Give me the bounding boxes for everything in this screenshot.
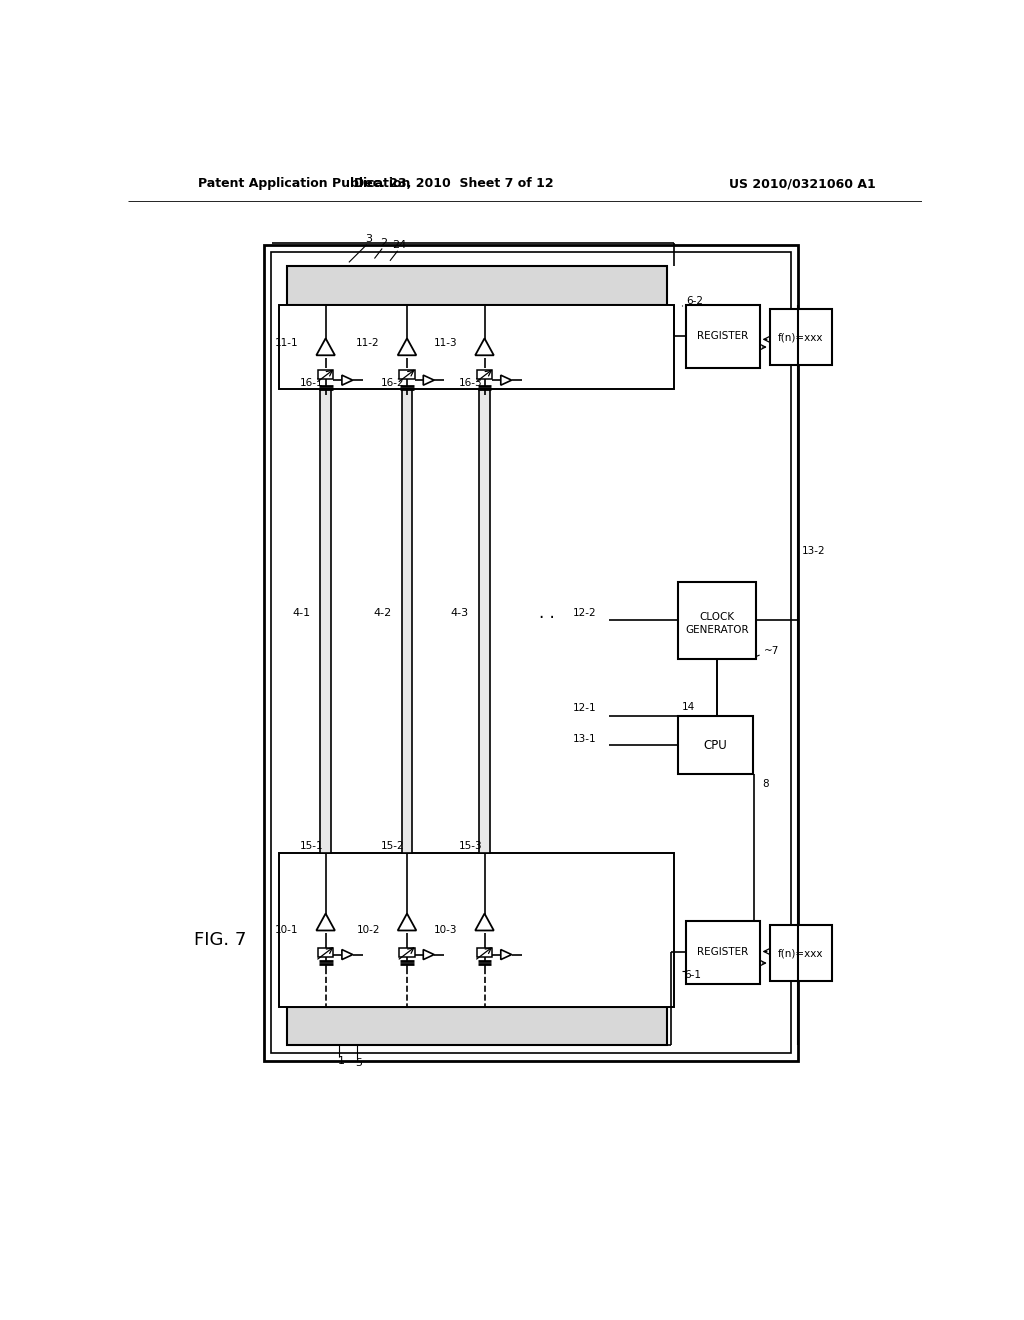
- Polygon shape: [423, 949, 434, 960]
- Text: 5: 5: [355, 1059, 362, 1068]
- Bar: [686, 921, 760, 983]
- Polygon shape: [475, 913, 494, 931]
- Text: 13-2: 13-2: [802, 546, 826, 556]
- Text: . .: . .: [539, 603, 554, 622]
- Text: 24: 24: [392, 240, 407, 251]
- Text: FIG. 7: FIG. 7: [194, 931, 246, 949]
- Text: 6-2: 6-2: [686, 296, 703, 306]
- Polygon shape: [316, 338, 335, 355]
- Bar: [479, 389, 489, 853]
- Text: Patent Application Publication: Patent Application Publication: [198, 177, 411, 190]
- Text: 10-2: 10-2: [356, 925, 380, 935]
- Text: 2: 2: [380, 238, 387, 248]
- Text: 4-2: 4-2: [374, 607, 391, 618]
- Bar: [399, 948, 415, 957]
- Polygon shape: [342, 949, 352, 960]
- Bar: [263, 244, 799, 1061]
- Text: 15-2: 15-2: [381, 841, 404, 851]
- Bar: [271, 252, 791, 1053]
- Text: REGISTER: REGISTER: [696, 331, 749, 342]
- Bar: [287, 267, 667, 305]
- Bar: [321, 389, 331, 853]
- Text: US 2010/0321060 A1: US 2010/0321060 A1: [729, 177, 876, 190]
- Text: 12-2: 12-2: [573, 607, 597, 618]
- Text: 10-3: 10-3: [434, 925, 458, 935]
- Text: ~7: ~7: [764, 647, 779, 656]
- Polygon shape: [397, 338, 417, 355]
- Bar: [280, 305, 675, 389]
- Text: 3: 3: [365, 234, 372, 244]
- Polygon shape: [475, 338, 494, 355]
- Text: 4-1: 4-1: [292, 607, 310, 618]
- Text: 11-2: 11-2: [356, 338, 380, 348]
- Text: Dec. 23, 2010  Sheet 7 of 12: Dec. 23, 2010 Sheet 7 of 12: [353, 177, 553, 190]
- Polygon shape: [316, 913, 335, 931]
- Text: 16-2: 16-2: [381, 378, 404, 388]
- Text: 12-1: 12-1: [573, 704, 597, 713]
- Text: 14: 14: [682, 702, 695, 711]
- Text: 11-1: 11-1: [274, 338, 299, 348]
- Text: CPU: CPU: [703, 739, 727, 751]
- Bar: [399, 370, 415, 379]
- Bar: [678, 582, 756, 659]
- Bar: [287, 1007, 667, 1045]
- Text: 15-3: 15-3: [459, 841, 482, 851]
- Text: f(n)=xxx: f(n)=xxx: [778, 948, 823, 958]
- Bar: [317, 370, 334, 379]
- Text: GENERATOR: GENERATOR: [685, 624, 749, 635]
- Text: 13-1: 13-1: [573, 734, 597, 744]
- Text: 16-3: 16-3: [459, 378, 482, 388]
- Text: CLOCK: CLOCK: [699, 612, 734, 622]
- Bar: [686, 305, 760, 368]
- Polygon shape: [501, 375, 512, 385]
- Bar: [317, 948, 334, 957]
- Polygon shape: [397, 913, 417, 931]
- Text: REGISTER: REGISTER: [696, 948, 749, 957]
- Text: 16-1: 16-1: [300, 378, 324, 388]
- Bar: [770, 925, 831, 981]
- Bar: [401, 389, 413, 853]
- Text: 4-3: 4-3: [451, 607, 469, 618]
- Bar: [477, 948, 493, 957]
- Polygon shape: [342, 375, 352, 385]
- Text: 15-1: 15-1: [300, 841, 324, 851]
- Polygon shape: [501, 949, 512, 960]
- Text: 8: 8: [762, 779, 769, 788]
- Text: 6-1: 6-1: [684, 970, 701, 979]
- Bar: [477, 370, 493, 379]
- Text: 11-3: 11-3: [434, 338, 458, 348]
- Bar: [280, 853, 675, 1007]
- Text: f(n)=xxx: f(n)=xxx: [778, 333, 823, 342]
- Text: 10-1: 10-1: [275, 925, 299, 935]
- Bar: [770, 309, 831, 364]
- Text: 1: 1: [338, 1056, 345, 1065]
- Bar: [678, 715, 753, 775]
- Polygon shape: [423, 375, 434, 385]
